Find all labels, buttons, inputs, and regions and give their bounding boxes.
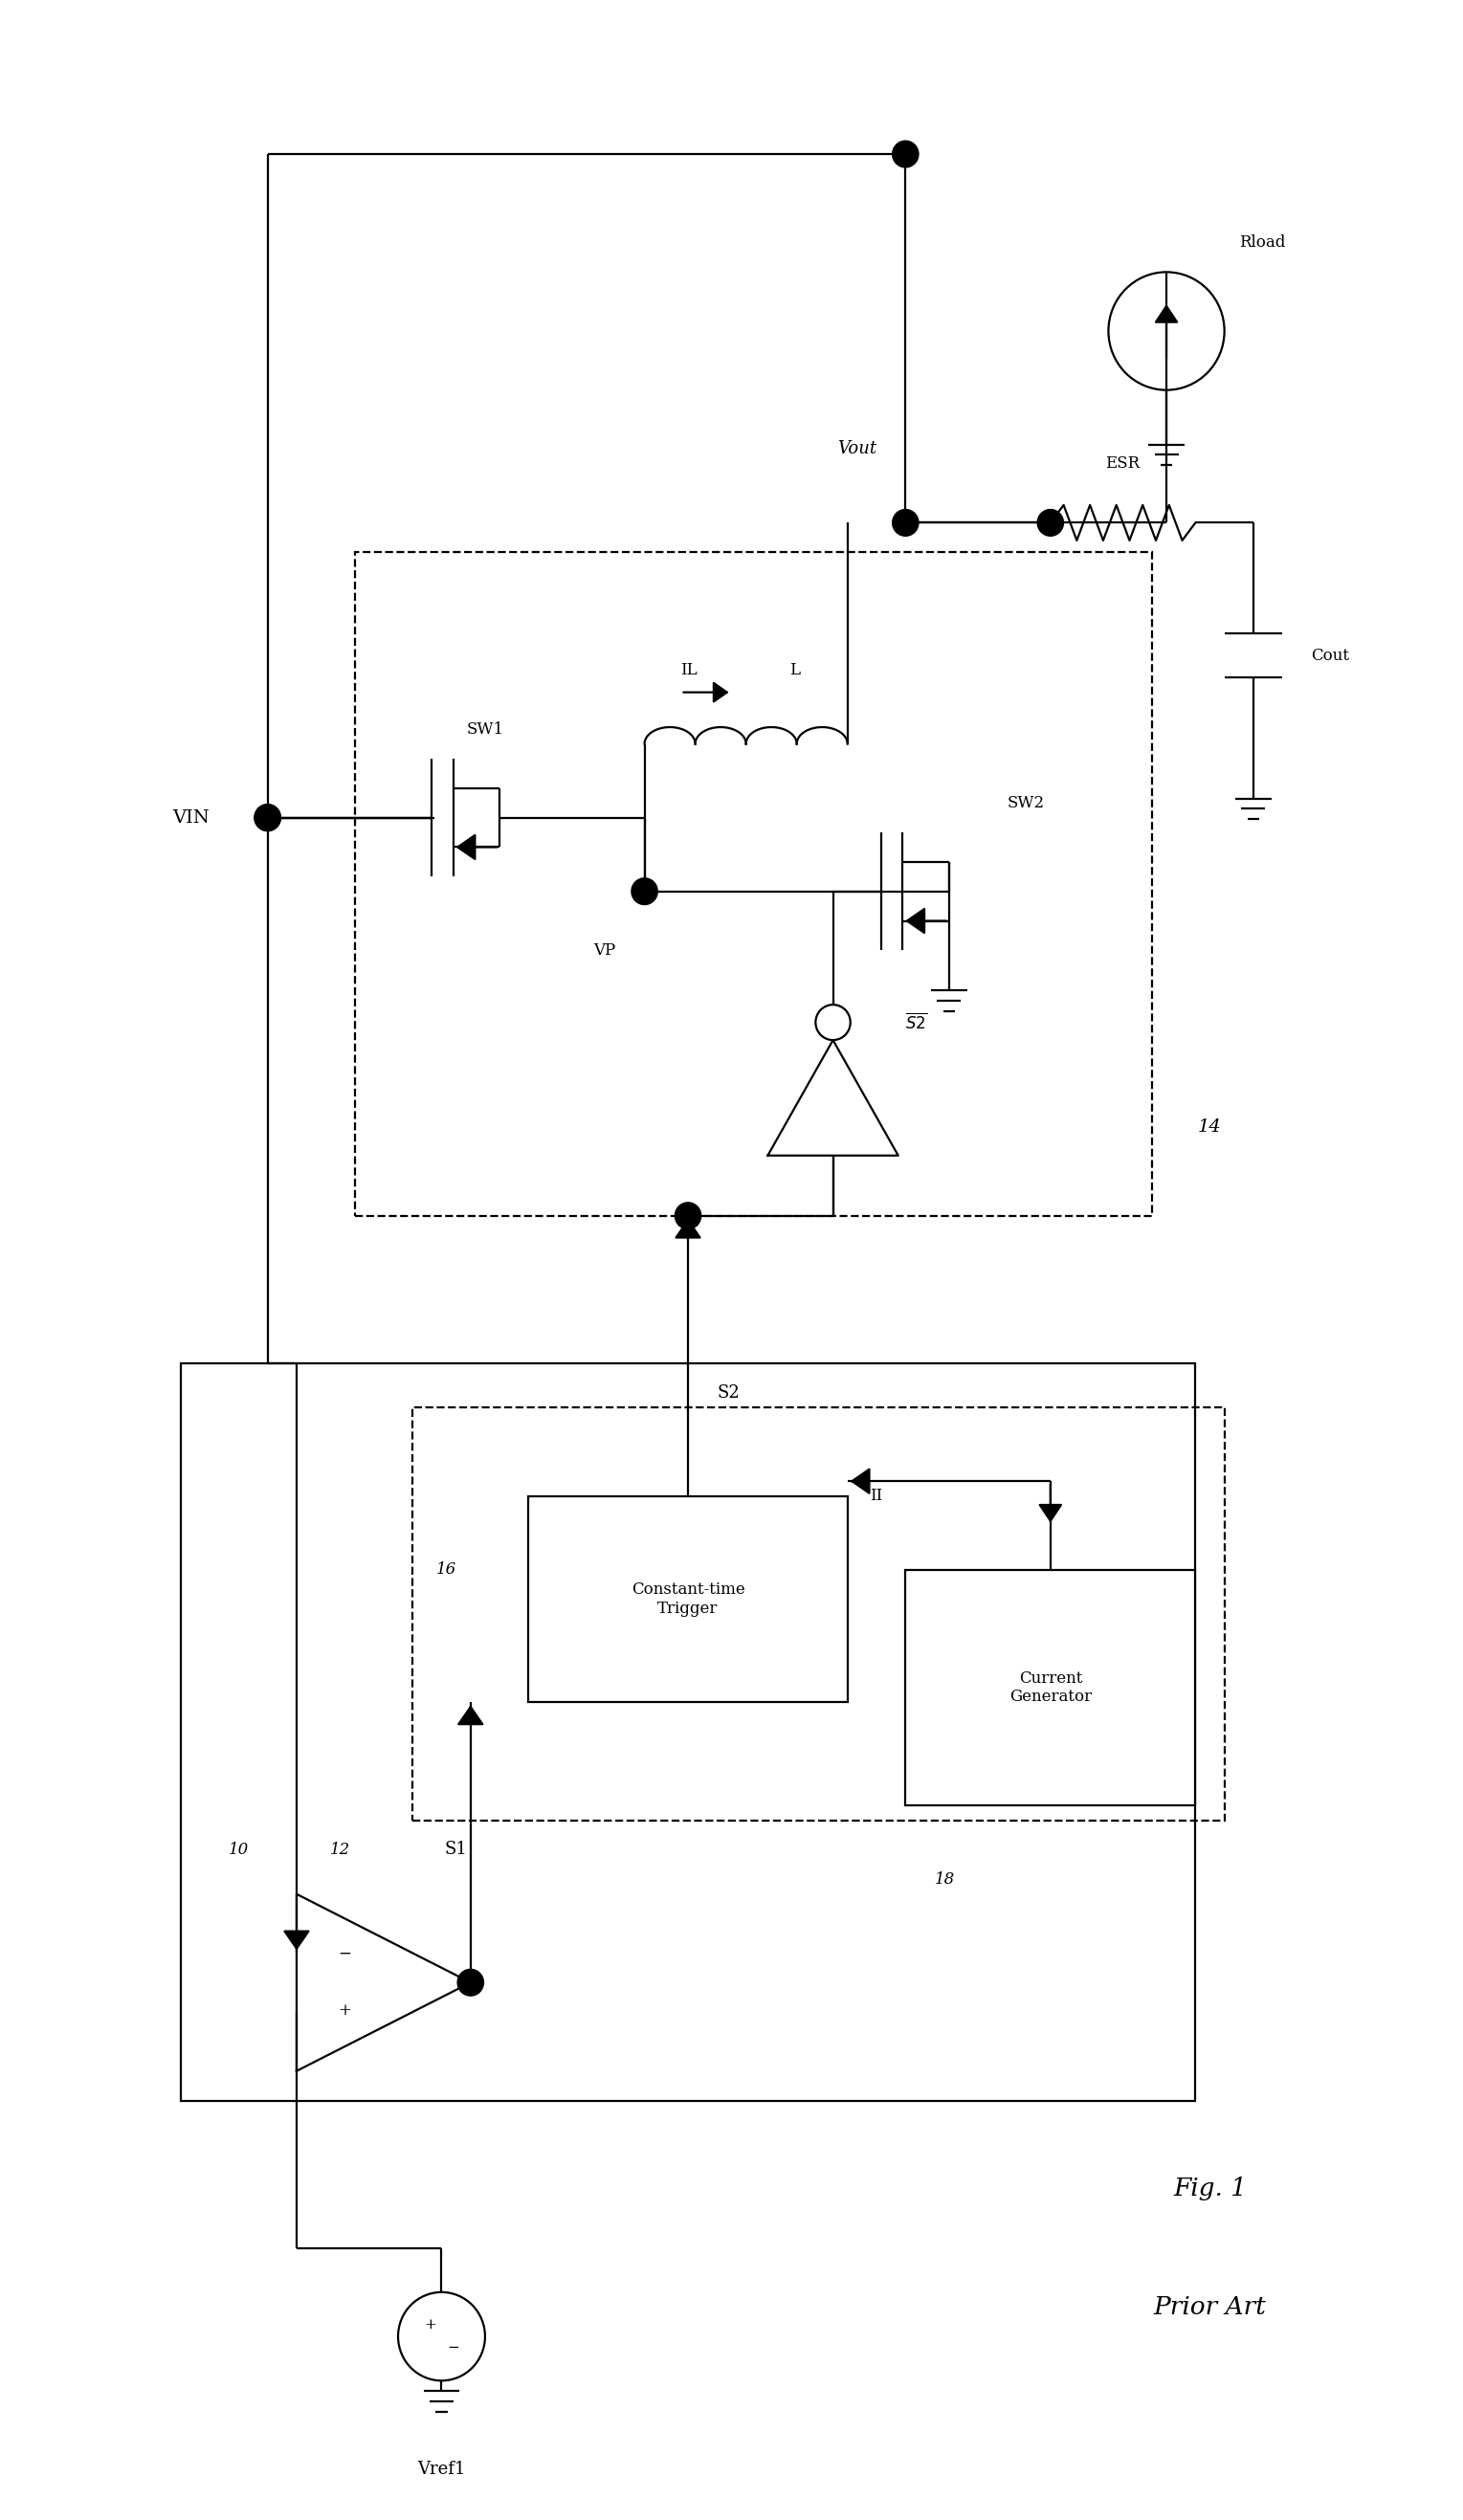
Text: −: − [448, 2341, 459, 2354]
Text: 18: 18 [935, 1872, 955, 1887]
Text: IL: IL [680, 663, 698, 678]
Bar [180, 1363, 1195, 2102]
Bar [413, 1409, 1225, 1819]
Text: Current
Generator: Current Generator [1009, 1671, 1091, 1706]
Text: 14: 14 [1198, 1119, 1222, 1137]
Bar [528, 1497, 847, 1704]
Text: 12: 12 [331, 1842, 350, 1857]
Circle shape [255, 804, 281, 832]
Text: Fig. 1: Fig. 1 [1173, 2177, 1246, 2200]
Text: $\overline{S2}$: $\overline{S2}$ [906, 1013, 928, 1033]
Bar [354, 552, 1151, 1215]
Text: II: II [870, 1487, 882, 1504]
Text: ESR: ESR [1106, 456, 1140, 471]
Text: S1: S1 [445, 1842, 468, 1857]
Circle shape [458, 1968, 484, 1996]
Circle shape [892, 141, 919, 166]
Text: 10: 10 [228, 1842, 249, 1857]
Text: VP: VP [594, 942, 616, 958]
Circle shape [632, 877, 657, 905]
Circle shape [1037, 509, 1064, 537]
Text: SW1: SW1 [467, 721, 503, 738]
Circle shape [674, 1202, 701, 1230]
Text: Constant-time
Trigger: Constant-time Trigger [631, 1583, 745, 1618]
Circle shape [892, 509, 919, 537]
Text: 16: 16 [436, 1562, 456, 1578]
Text: VIN: VIN [173, 809, 209, 827]
Text: SW2: SW2 [1007, 794, 1045, 811]
Circle shape [255, 804, 281, 832]
Text: S2: S2 [717, 1383, 740, 1401]
Text: Vref1: Vref1 [417, 2460, 465, 2477]
Text: +: + [424, 2318, 436, 2331]
Text: Rload: Rload [1239, 234, 1285, 249]
Text: Vout: Vout [837, 441, 876, 459]
Text: Cout: Cout [1311, 648, 1350, 663]
Bar [906, 1570, 1195, 1804]
Text: Prior Art: Prior Art [1153, 2296, 1267, 2318]
Text: +: + [338, 2003, 351, 2019]
Text: −: − [338, 1945, 351, 1963]
Text: L: L [790, 663, 800, 678]
